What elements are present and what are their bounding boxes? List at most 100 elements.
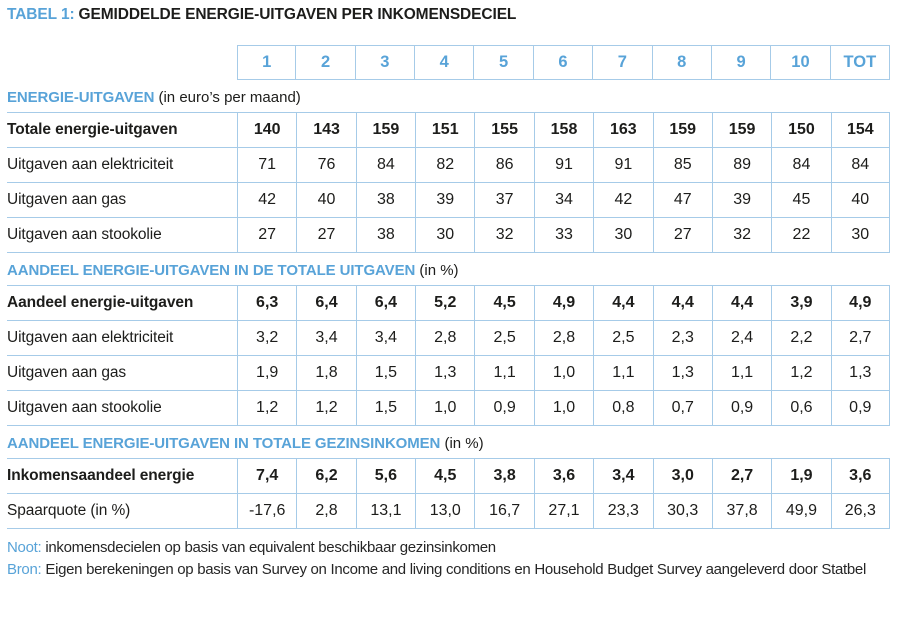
value-cell: 1,3 — [830, 356, 890, 390]
value-cell: 2,3 — [652, 321, 712, 355]
table-row: Uitgaven aan elektriciteit 71 76 84 82 86 91 91… — [7, 148, 890, 183]
value-cell: 27 — [296, 218, 355, 252]
table-row: Uitgaven aan gas 42 40 38 39 37 34 42 47 39 45 40 — [7, 183, 890, 218]
table-notes: Noot: inkomensdecielen op basis van equiv… — [7, 537, 887, 581]
table-row: Aandeel energie-uitgaven 6,3 6,4 6,4 5,2 4,5 4… — [7, 286, 890, 321]
value-cell: 40 — [296, 183, 355, 217]
value-cell: 150 — [771, 113, 830, 147]
value-cell: 4,5 — [474, 286, 533, 320]
row-label: Uitgaven aan gas — [7, 364, 127, 381]
value-cell: 3,8 — [474, 459, 533, 493]
section-heading-unit: (in %) — [415, 262, 459, 279]
value-cell: 2,5 — [593, 321, 652, 355]
value-cell: 0,6 — [771, 391, 830, 425]
column-header-spacer — [7, 45, 237, 80]
table-row: Uitgaven aan gas 1,9 1,8 1,5 1,3 1,1 1,0 1,1 1,3… — [7, 356, 890, 391]
value-cell: 140 — [237, 113, 296, 147]
value-cell: 42 — [237, 183, 296, 217]
value-cell: 85 — [652, 148, 712, 182]
value-cell: 27,1 — [533, 494, 593, 528]
value-cell: 155 — [474, 113, 533, 147]
value-cell: 1,9 — [237, 356, 296, 390]
value-cell: 2,8 — [533, 321, 593, 355]
column-header-row: 1 2 3 4 5 6 7 8 9 10 TOT — [7, 45, 890, 80]
value-cell: 1,3 — [652, 356, 712, 390]
value-cell: 84 — [355, 148, 415, 182]
value-cell: 2,7 — [830, 321, 890, 355]
value-cell: 42 — [593, 183, 652, 217]
value-cell: 40 — [830, 183, 890, 217]
value-cell: 37 — [474, 183, 533, 217]
source-text: Eigen berekeningen op basis van Survey o… — [45, 561, 866, 578]
value-cell: 13,0 — [415, 494, 474, 528]
value-cell: 30 — [415, 218, 474, 252]
value-cell: 2,2 — [771, 321, 830, 355]
value-cell: 163 — [593, 113, 652, 147]
table-page: TABEL 1: GEMIDDELDE ENERGIE-UITGAVEN PER … — [7, 6, 890, 581]
value-cell: 33 — [533, 218, 593, 252]
section-heading-text: AANDEEL ENERGIE-UITGAVEN IN DE TOTALE UI… — [7, 262, 416, 279]
column-header-2: 2 — [296, 45, 356, 80]
value-cell: 4,5 — [415, 459, 474, 493]
value-cell: 39 — [711, 183, 771, 217]
value-cell: 1,1 — [593, 356, 652, 390]
row-label: Spaarquote (in %) — [7, 502, 131, 519]
value-cell: 7,4 — [237, 459, 296, 493]
value-cell: 159 — [652, 113, 712, 147]
value-cell: 143 — [296, 113, 355, 147]
value-cell: 4,4 — [652, 286, 712, 320]
value-cell: 3,6 — [533, 459, 593, 493]
value-cell: 39 — [415, 183, 474, 217]
value-cell: 5,6 — [355, 459, 415, 493]
section-heading: ENERGIE-UITGAVEN (in euro’s per maand) — [7, 80, 890, 113]
value-cell: 0,8 — [593, 391, 652, 425]
value-cell: 89 — [711, 148, 771, 182]
value-cell: 84 — [771, 148, 830, 182]
section-heading: AANDEEL ENERGIE-UITGAVEN IN DE TOTALE UI… — [7, 253, 890, 286]
value-cell: 16,7 — [474, 494, 533, 528]
value-cell: 1,0 — [415, 391, 474, 425]
value-cell: 2,8 — [415, 321, 474, 355]
value-cell: 0,9 — [474, 391, 533, 425]
value-cell: 1,5 — [355, 356, 415, 390]
value-cell: 49,9 — [771, 494, 830, 528]
value-cell: 158 — [533, 113, 593, 147]
value-cell: 22 — [771, 218, 830, 252]
table-row: Uitgaven aan stookolie 1,2 1,2 1,5 1,0 0,9 1,0… — [7, 391, 890, 426]
value-cell: 159 — [355, 113, 415, 147]
value-cell: 32 — [474, 218, 533, 252]
value-cell: 76 — [296, 148, 355, 182]
value-cell: 82 — [415, 148, 474, 182]
value-cell: 0,9 — [830, 391, 890, 425]
value-cell: 4,9 — [830, 286, 890, 320]
value-cell: 84 — [830, 148, 890, 182]
value-cell: 86 — [474, 148, 533, 182]
value-cell: 6,4 — [296, 286, 355, 320]
column-header-5: 5 — [474, 45, 534, 80]
row-label: Uitgaven aan elektriciteit — [7, 329, 174, 346]
value-cell: 0,9 — [711, 391, 771, 425]
value-cell: 4,9 — [533, 286, 593, 320]
value-cell: 5,2 — [415, 286, 474, 320]
value-cell: 38 — [355, 218, 415, 252]
column-header-4: 4 — [415, 45, 475, 80]
value-cell: 3,4 — [355, 321, 415, 355]
value-cell: 159 — [711, 113, 771, 147]
table-row: Uitgaven aan stookolie 27 27 38 30 32 33 30 27 32… — [7, 218, 890, 253]
decile-table: 1 2 3 4 5 6 7 8 9 10 TOT ENERGIE-UITGAVEN (in euro’… — [7, 45, 890, 529]
row-label: Uitgaven aan stookolie — [7, 399, 162, 416]
value-cell: 4,4 — [593, 286, 652, 320]
value-cell: 2,4 — [711, 321, 771, 355]
value-cell: 6,3 — [237, 286, 296, 320]
column-header-9: 9 — [711, 45, 772, 80]
row-label: Uitgaven aan elektriciteit — [7, 156, 174, 173]
table-row: Spaarquote (in %) -17,6 2,8 13,1 13,0 16,7 27,… — [7, 494, 890, 529]
value-cell: 6,2 — [296, 459, 355, 493]
row-label: Totale energie-uitgaven — [7, 121, 178, 138]
source-line: Bron: Eigen berekeningen op basis van Sur… — [7, 559, 887, 581]
value-cell: 30 — [593, 218, 652, 252]
value-cell: 1,1 — [711, 356, 771, 390]
value-cell: 45 — [771, 183, 830, 217]
value-cell: 2,7 — [711, 459, 771, 493]
value-cell: 1,2 — [771, 356, 830, 390]
